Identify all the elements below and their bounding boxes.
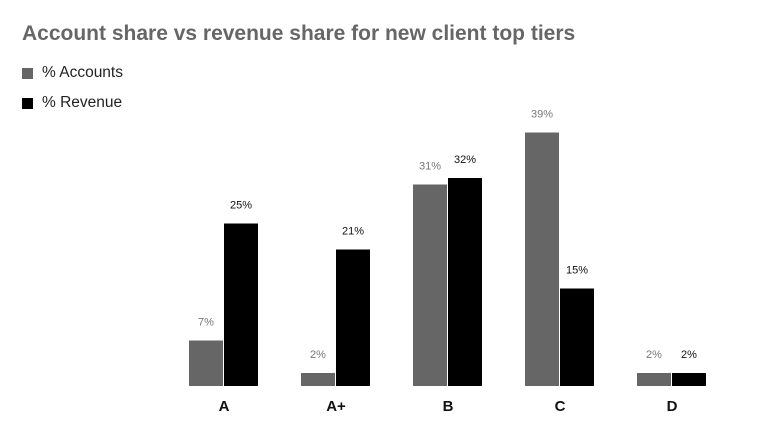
bar-revenue-c (560, 288, 594, 386)
data-label-revenue-c: 15% (566, 265, 588, 277)
data-label-accounts-c: 39% (531, 109, 553, 121)
bar-revenue-b (448, 178, 482, 386)
x-tick-label-a: A (219, 398, 230, 415)
x-tick-label-a-plus: A+ (326, 398, 346, 415)
data-label-revenue-d: 2% (681, 349, 697, 361)
bar-accounts-a-plus (301, 373, 335, 386)
chart-title: Account share vs revenue share for new c… (22, 22, 576, 45)
x-tick-label-d: D (667, 398, 678, 415)
bar-revenue-a-plus (336, 249, 370, 386)
legend-swatch-accounts (22, 67, 33, 79)
bar-revenue-a (224, 223, 258, 386)
bar-accounts-b (413, 184, 447, 386)
x-tick-label-b: B (443, 398, 454, 415)
legend-label-revenue: % Revenue (42, 94, 123, 111)
bar-revenue-d (672, 373, 706, 386)
legend-item-revenue: % Revenue (22, 94, 122, 112)
legend-label-accounts: % Accounts (42, 64, 123, 81)
data-label-revenue-a-plus: 21% (342, 226, 364, 238)
data-label-revenue-b: 32% (454, 154, 476, 166)
bar-accounts-d (637, 373, 671, 386)
data-label-revenue-a: 25% (230, 200, 252, 212)
data-label-accounts-d: 2% (646, 349, 662, 361)
x-tick-label-c: C (555, 398, 566, 415)
bar-accounts-c (525, 132, 559, 386)
bar-accounts-a (189, 340, 223, 386)
data-label-accounts-b: 31% (419, 161, 441, 173)
data-label-accounts-a-plus: 2% (310, 349, 326, 361)
legend-swatch-revenue (22, 97, 33, 109)
data-label-accounts-a: 7% (198, 317, 214, 329)
legend-item-accounts: % Accounts (22, 64, 123, 82)
